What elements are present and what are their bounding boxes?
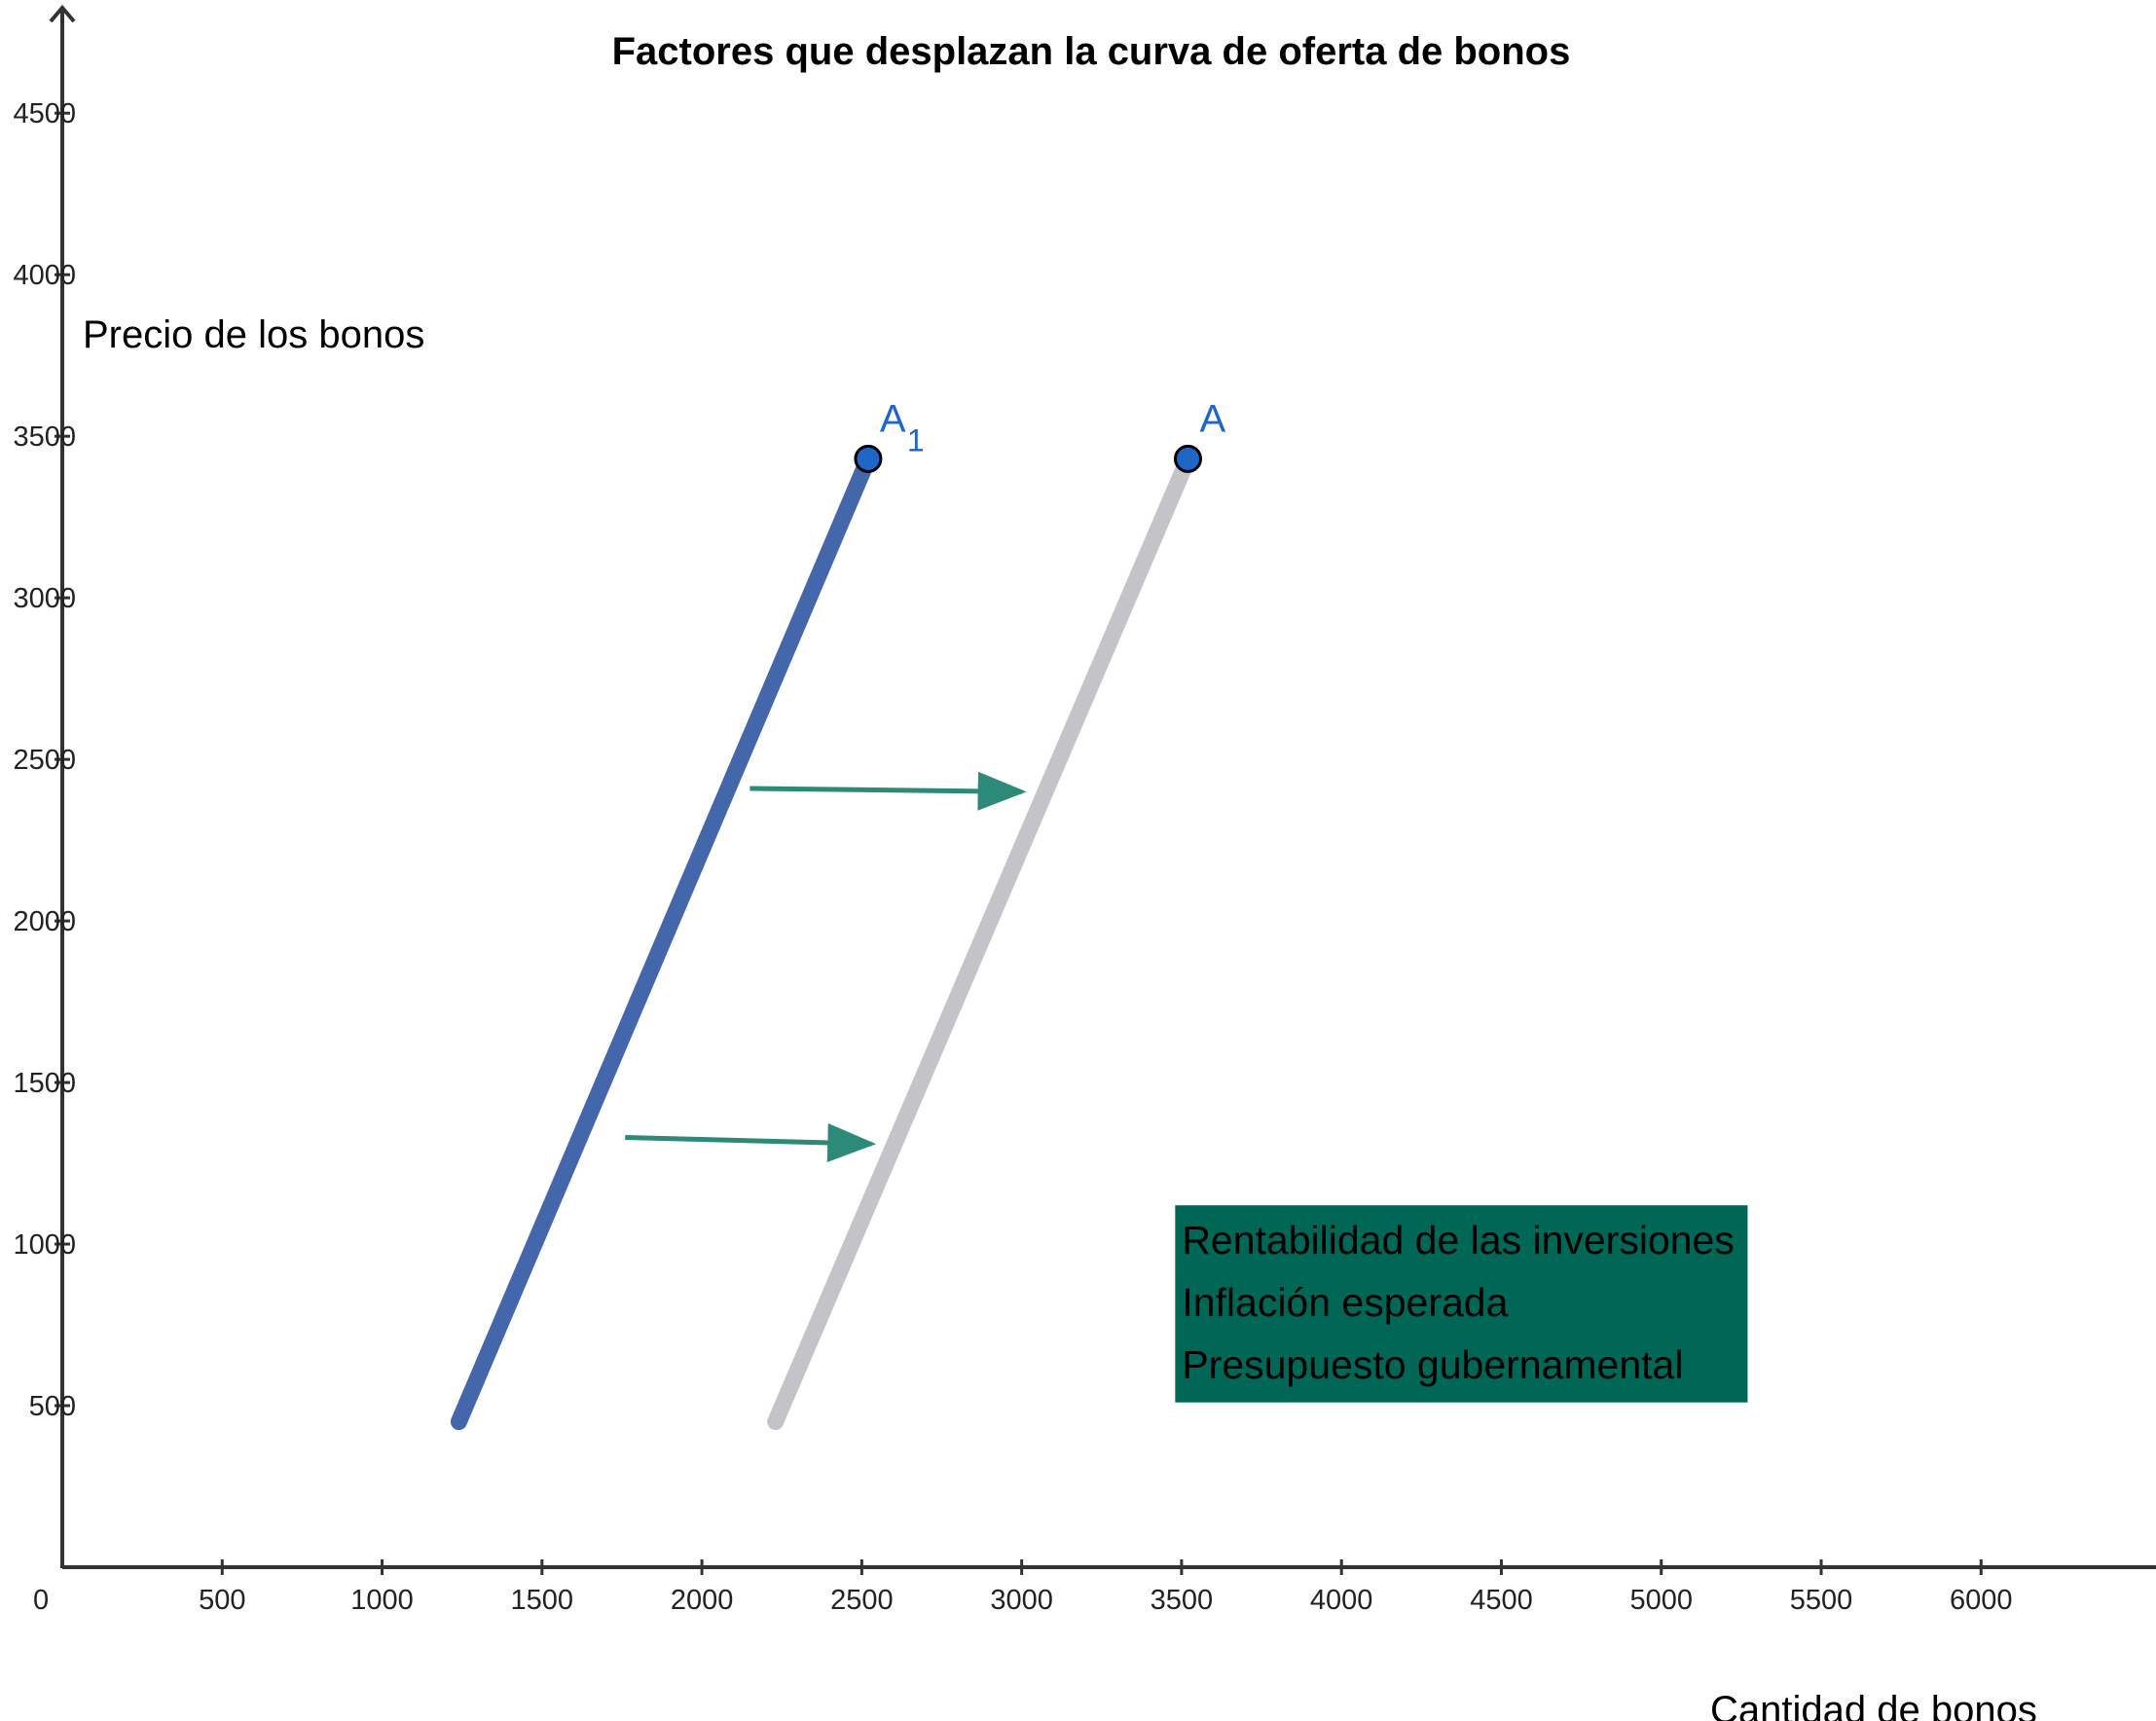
axes [49, 4, 2156, 1569]
x-tick-label: 3500 [1151, 1585, 1214, 1616]
x-tick-label: 4000 [1310, 1585, 1373, 1616]
point-label-subscript: 1 [907, 422, 925, 458]
y-tick-label: 4500 [13, 98, 76, 129]
shift-arrow [749, 771, 1027, 811]
y-axis-label: Precio de los bonos [83, 313, 424, 356]
x-tick-label: 5500 [1790, 1585, 1853, 1616]
x-axis-ticks: 0 500 1000 1500 2000 2500 3000 3500 4000 4500 5000… [33, 1559, 2013, 1616]
y-tick-label: 3000 [13, 583, 76, 614]
point-marker [1173, 444, 1202, 473]
shift-arrows [625, 771, 1027, 1162]
curves [450, 450, 1196, 1431]
y-tick-label: 2500 [13, 745, 76, 776]
x-tick-label: 4500 [1470, 1585, 1533, 1616]
factor-line: Presupuesto gubernamental [1182, 1342, 1683, 1387]
y-tick-label: 500 [29, 1391, 76, 1422]
factors-box-background [1175, 1205, 1748, 1403]
point-label: A [880, 397, 906, 440]
shift-arrow [625, 1122, 877, 1162]
factor-line: Inflación esperada [1182, 1280, 1508, 1325]
y-tick-label: 4000 [13, 260, 76, 291]
supply-curve-a1 [450, 450, 877, 1431]
x-tick-label: 2500 [830, 1585, 894, 1616]
x-tick-label: 1000 [350, 1585, 414, 1616]
x-tick-label: 2000 [671, 1585, 734, 1616]
x-tick-label: 6000 [1950, 1585, 2013, 1616]
y-tick-label: 1000 [13, 1229, 76, 1261]
x-tick-label: 3000 [990, 1585, 1053, 1616]
y-tick-label: 3500 [13, 421, 76, 453]
x-tick-label: 1500 [511, 1585, 574, 1616]
factors-box: Rentabilidad de las inversiones Inflación… [1175, 1205, 1748, 1403]
y-axis-arrow-icon [49, 4, 76, 23]
supply-curve-a [767, 450, 1196, 1431]
x-tick-label: 500 [199, 1585, 245, 1616]
factor-line: Rentabilidad de las inversiones [1182, 1218, 1735, 1263]
x-axis-label: Cantidad de bonos [1710, 1689, 2037, 1721]
chart-title: Factores que desplazan la curva de ofert… [612, 30, 1571, 73]
x-tick-label: 5000 [1629, 1585, 1693, 1616]
point-marker [854, 444, 883, 473]
y-axis-ticks: 500 1000 1500 2000 2500 3000 3500 4000 4500 [13, 98, 76, 1422]
point-label: A [1199, 397, 1225, 440]
y-tick-label: 2000 [13, 906, 76, 937]
x-tick-label: 0 [33, 1585, 49, 1616]
y-tick-label: 1500 [13, 1068, 76, 1099]
